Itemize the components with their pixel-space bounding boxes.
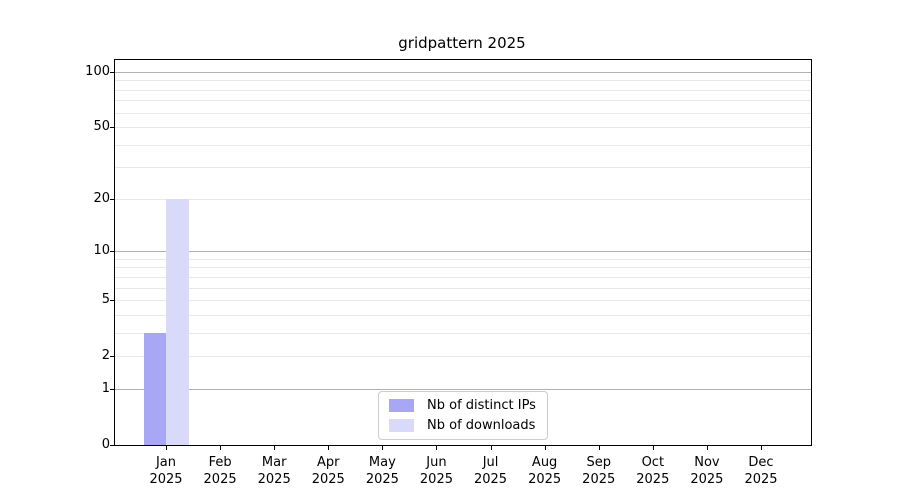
- gridline-minor: [115, 332, 811, 334]
- gridline-major: [115, 71, 811, 73]
- gridline-minor: [115, 100, 811, 102]
- legend-label-downloads: Nb of downloads: [427, 418, 536, 433]
- y-tick-label: 20: [93, 190, 110, 206]
- x-tick-mark: [761, 446, 762, 450]
- x-tick-mark: [166, 446, 167, 450]
- gridline-minor: [115, 267, 811, 269]
- y-tick-label: 1: [101, 380, 110, 396]
- gridline-minor: [115, 167, 811, 169]
- gridline-major: [115, 388, 811, 390]
- x-tick-label: Dec 2025: [744, 455, 778, 487]
- gridline-minor: [115, 356, 811, 358]
- x-tick-label: Feb 2025: [203, 455, 237, 487]
- x-tick-mark: [544, 446, 546, 450]
- bar-downloads: [166, 198, 189, 445]
- x-tick-label: Jun 2025: [419, 455, 453, 487]
- gridline-minor: [115, 198, 811, 200]
- legend-label-distinct-ips: Nb of distinct IPs: [427, 398, 536, 413]
- y-tick-mark: [110, 445, 114, 446]
- legend-entry-downloads: Nb of downloads: [389, 418, 536, 433]
- gridline-minor: [115, 112, 811, 114]
- y-tick-label: 50: [93, 119, 110, 135]
- gridline-minor: [115, 300, 811, 302]
- y-tick-label: 0: [101, 437, 110, 452]
- gridline-major: [115, 251, 811, 253]
- x-tick-mark: [328, 446, 330, 450]
- bar-distinct-ips: [143, 332, 166, 445]
- x-tick-mark: [274, 446, 276, 450]
- gridline-minor: [115, 127, 811, 129]
- x-tick-label: May 2025: [365, 455, 399, 487]
- y-tick-mark: [110, 356, 114, 358]
- y-tick-label: 2: [101, 348, 110, 364]
- gridline-minor: [115, 314, 811, 316]
- y-tick-mark: [110, 198, 114, 200]
- y-tick-mark: [110, 300, 114, 302]
- y-tick-label: 100: [85, 63, 110, 79]
- gridline-minor: [115, 144, 811, 146]
- y-tick-label: 10: [93, 243, 110, 259]
- x-tick-label: Apr 2025: [311, 455, 345, 487]
- gridline-minor: [115, 258, 811, 260]
- x-tick-mark: [652, 446, 654, 450]
- x-tick-mark: [382, 446, 384, 450]
- legend: Nb of distinct IPs Nb of downloads: [378, 391, 548, 440]
- x-tick-mark: [706, 446, 708, 450]
- x-tick-mark: [598, 446, 600, 450]
- legend-swatch-distinct-ips: [389, 399, 414, 412]
- x-tick-mark: [220, 446, 222, 450]
- x-tick-mark: [436, 446, 438, 450]
- y-tick-label: 5: [101, 292, 110, 308]
- x-tick-label: Jan 2025: [149, 455, 183, 487]
- gridline-minor: [115, 276, 811, 278]
- y-tick-mark: [110, 251, 114, 253]
- x-tick-label: Sep 2025: [582, 455, 616, 487]
- x-tick-mark: [490, 446, 492, 450]
- x-tick-label: Nov 2025: [690, 455, 724, 487]
- x-tick-label: Mar 2025: [257, 455, 291, 487]
- gridline-minor: [115, 89, 811, 91]
- y-tick-mark: [110, 127, 114, 129]
- legend-swatch-downloads: [389, 419, 414, 432]
- plot-area: 0 1 2 5 10 20 50 100 Jan 2025 Feb 2025 Mar 2025 Apr…: [85, 59, 812, 487]
- x-tick-label: Jul 2025: [473, 455, 508, 487]
- x-tick-label: Aug 2025: [528, 455, 562, 487]
- chart-title: gridpattern 2025: [398, 34, 526, 52]
- x-tick-label: Oct 2025: [636, 455, 670, 487]
- gridline-minor: [115, 287, 811, 289]
- legend-entry-distinct-ips: Nb of distinct IPs: [389, 398, 536, 413]
- y-tick-mark: [110, 388, 114, 390]
- gridline-minor: [115, 80, 811, 82]
- y-tick-mark: [110, 71, 114, 73]
